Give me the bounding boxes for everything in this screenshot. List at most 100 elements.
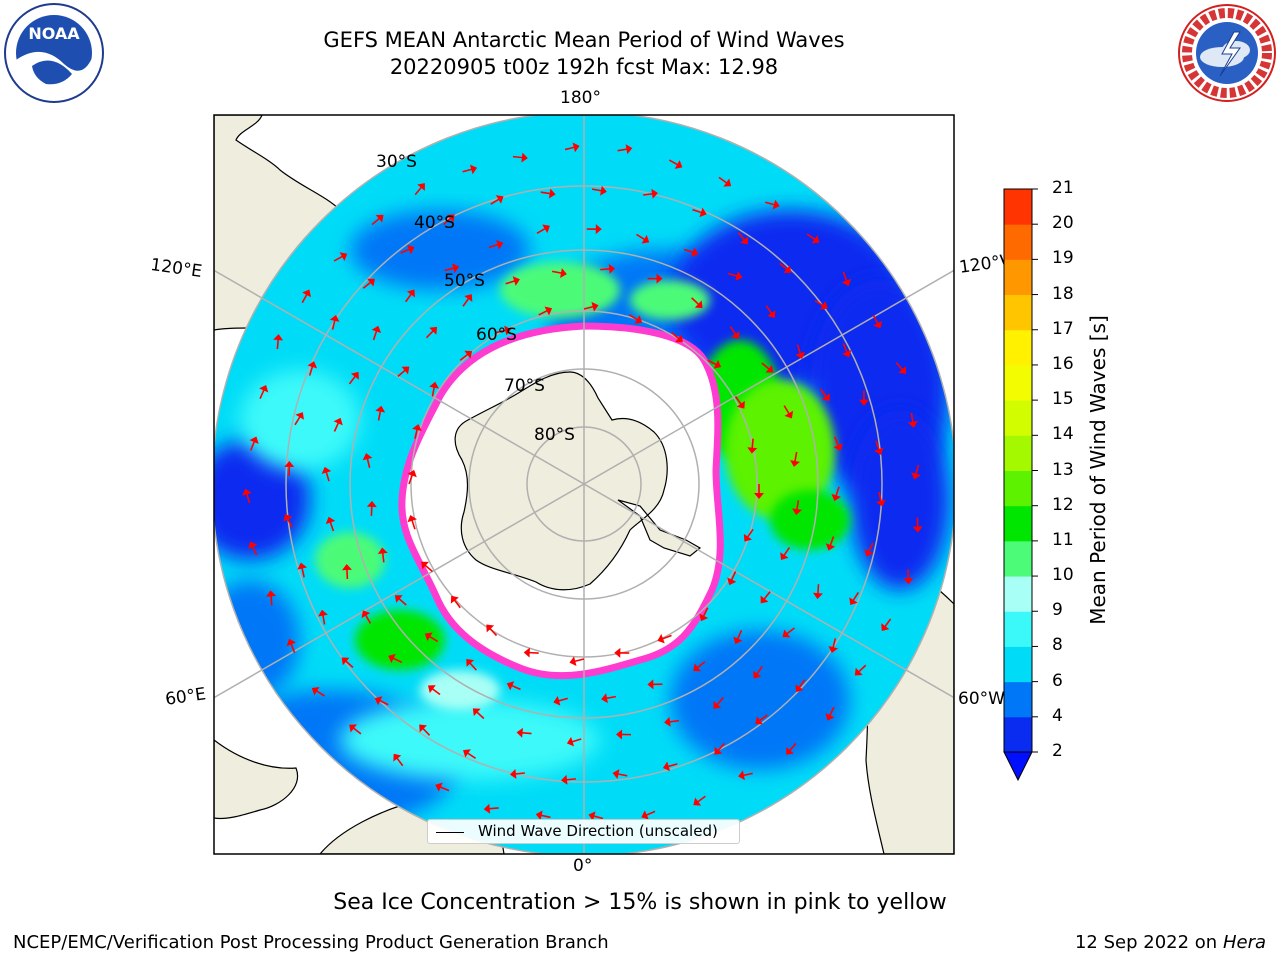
wave-arrow (683, 247, 699, 258)
colorbar-label: Mean Period of Wind Waves [s] (1086, 315, 1110, 625)
wave-arrow (405, 289, 415, 303)
wave-period-patch (420, 670, 500, 710)
wave-arrow (569, 656, 585, 667)
wave-arrow (662, 761, 678, 772)
wave-period-patch (240, 370, 360, 470)
lat-label-40s: 40°S (414, 213, 455, 233)
wave-arrow (424, 632, 439, 643)
wave-arrow (249, 436, 259, 451)
colorbar-tick-label: 2 (1052, 741, 1063, 761)
nws-logo (1178, 4, 1276, 102)
wave-arrow (841, 271, 852, 287)
lon-label-60w: 60°W (958, 689, 1005, 709)
wave-arrow (881, 618, 892, 632)
wave-arrow (394, 595, 407, 606)
wave-arrow (693, 661, 706, 672)
wave-arrow (414, 183, 425, 196)
wave-arrow (588, 811, 604, 822)
wave-arrow (864, 542, 874, 557)
wave-arrow (714, 742, 726, 755)
wave-arrow (831, 486, 841, 502)
graticule (214, 115, 954, 854)
noaa-logo: NOAA (4, 3, 104, 103)
wave-arrow (488, 239, 504, 250)
wave-arrow (329, 314, 340, 330)
wave-arrow (341, 564, 352, 580)
wave-arrow (858, 390, 869, 406)
wave-arrow (435, 782, 450, 792)
wave-arrow (266, 590, 277, 606)
wave-arrow (825, 536, 836, 551)
wave-arrow (583, 301, 599, 312)
wave-arrow (819, 388, 830, 402)
wave-period-patch (214, 580, 300, 700)
wave-arrow (371, 325, 382, 341)
wave-arrow (371, 214, 384, 226)
wave-arrow (753, 665, 763, 679)
lat-label-50s: 50°S (444, 271, 485, 291)
map-frame (213, 114, 955, 855)
chart-title: GEFS MEAN Antarctic Mean Period of Wind … (323, 28, 845, 52)
wave-period-patch (340, 700, 600, 780)
wave-arrow (657, 633, 672, 644)
wave-arrow (780, 547, 791, 560)
wave-arrow (713, 697, 724, 709)
wave-arrow (374, 696, 389, 706)
wave-arrow (895, 362, 907, 374)
wave-period-patch (670, 630, 850, 770)
wave-arrow (375, 405, 386, 421)
wave-arrow (311, 686, 325, 697)
wave-arrow (743, 528, 754, 542)
wave-arrow (348, 371, 359, 385)
wave-arrow (505, 276, 520, 286)
wave-arrow (283, 514, 293, 528)
colorbar-tick-label: 9 (1052, 600, 1063, 621)
wave-arrow (738, 770, 753, 781)
wave-arrow (248, 541, 258, 556)
map-legend: Wind Wave Direction (unscaled) (427, 819, 740, 844)
wave-arrow (284, 460, 295, 476)
wave-arrow (538, 306, 553, 316)
wave-arrow (586, 224, 602, 235)
wave-arrow (535, 810, 551, 821)
wave-arrow (341, 657, 354, 668)
wave-arrow (377, 547, 388, 563)
wave-arrow (397, 366, 410, 377)
wave-arrow (779, 262, 792, 273)
wave-arrow (806, 233, 820, 244)
wave-arrow (693, 795, 706, 806)
wave-arrow (670, 331, 683, 343)
wave-period-patch (850, 410, 950, 590)
colorbar-tick-label: 18 (1052, 283, 1074, 304)
wave-arrow (450, 595, 461, 609)
wave-arrow (318, 609, 328, 625)
wave-arrow (388, 653, 403, 664)
wave-arrow (427, 685, 441, 696)
wave-arrow (782, 627, 795, 638)
wave-arrow (286, 638, 296, 654)
wave-arrow (486, 624, 498, 637)
wave-arrow (561, 774, 577, 785)
lat-label-70s: 70°S (504, 376, 545, 396)
wave-arrow (747, 438, 758, 454)
wave-arrow (509, 768, 525, 779)
chart-subtitle: 20220905 t00z 192h fcst Max: 12.98 (389, 55, 779, 79)
wave-arrow (912, 517, 923, 533)
colorbar-tick-label: 11 (1052, 529, 1074, 550)
wave-arrow (421, 561, 433, 573)
wave-arrow (628, 314, 643, 324)
wave-arrow (825, 706, 835, 721)
wave-arrow (496, 325, 512, 336)
wave-arrow (601, 693, 617, 704)
wave-arrow (707, 359, 722, 369)
wave-arrow (536, 224, 550, 235)
wave-arrow (294, 412, 304, 426)
colorbar-tick-label: 17 (1052, 318, 1074, 339)
wave-arrow (462, 164, 478, 175)
wave-arrow (242, 488, 252, 504)
lat-label-60s: 60°S (476, 325, 517, 345)
wave-arrow (692, 207, 707, 218)
wave-arrow (297, 562, 308, 578)
wave-arrow (795, 344, 805, 359)
wave-period-patch (350, 210, 530, 290)
